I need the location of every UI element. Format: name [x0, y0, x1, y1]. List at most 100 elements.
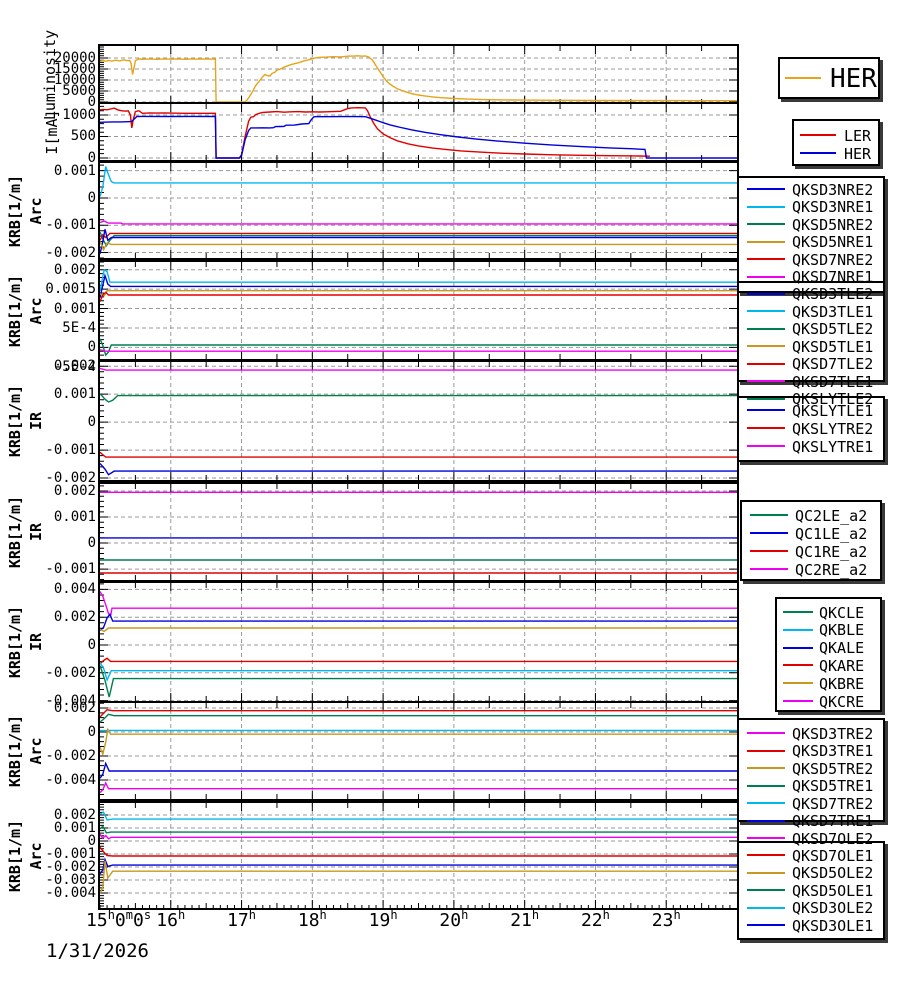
legend-label-HER: HER	[844, 144, 872, 163]
legend-swatch-QKSD7OLE2	[747, 837, 785, 839]
legend-label-QKSLYTLE2: QKSLYTLE2	[792, 390, 874, 408]
ytick-label-beam-current: 0	[87, 149, 96, 166]
legend-swatch-QKSD7OLE1	[747, 854, 785, 856]
ytick-label-krb-arc-ole: -0.002	[45, 859, 96, 875]
legend-swatch-QKSD3OLE2	[747, 906, 785, 909]
legend-swatch-QKSLYTLE2	[747, 397, 785, 400]
legend-swatch-HER	[785, 77, 821, 79]
legend-swatch-QKSD5TLE2	[747, 327, 785, 330]
legend-label-QKSD3TLE2: QKSD3TLE2	[792, 285, 874, 303]
legend-swatch-QC1LE_a2	[750, 532, 788, 534]
legend-swatch-QKSD7TRE1	[747, 819, 785, 822]
tick-marks	[100, 362, 737, 480]
series-QKSD3TRE1	[100, 709, 737, 718]
gridlines	[100, 104, 737, 160]
panel-krb-ir-qk	[98, 581, 739, 703]
legend-label-QC1LE_a2: QC1LE_a2	[795, 524, 868, 543]
ytick-label-krb-arc-nre: 0	[87, 189, 96, 206]
ytick-label-luminosity: 15000	[53, 60, 96, 77]
ytick-label-krb-arc-tle: 0.0015	[45, 281, 96, 298]
plot-area-krb-arc-tle	[100, 262, 737, 359]
series-HER	[100, 55, 737, 103]
x-tick-label-23: 23h	[651, 908, 681, 931]
ytick-label-krb-arc-tle: 0	[87, 339, 96, 356]
gridlines	[100, 703, 737, 799]
series-QKSD7NRE1	[100, 220, 737, 225]
plot-area-krb-arc-tre	[100, 703, 737, 799]
series-QKSD5TRE1	[100, 713, 737, 723]
ytick-label-krb-arc-nre: -0.002	[45, 244, 96, 261]
legend-label-QKALE: QKALE	[819, 639, 865, 658]
legend-label-QKSD5TRE2: QKSD5TRE2	[792, 759, 874, 778]
ytick-label-luminosity: 20000	[53, 49, 96, 66]
legend-swatch-QKSD5NRE2	[747, 223, 785, 225]
legend-label-QC2LE_a2: QC2LE_a2	[795, 506, 868, 525]
legend-label-QKSD5TLE1: QKSD5TLE1	[792, 337, 874, 356]
legend-swatch-LER	[800, 134, 836, 136]
series-QKSLYTRE2	[100, 451, 737, 458]
legend-label-QC2RE_a2: QC2RE_a2	[795, 560, 868, 579]
series-QKSD5NRE1	[100, 241, 737, 252]
plot-area-krb-arc-ole	[100, 803, 737, 908]
legend-label-QKSD3TRE2: QKSD3TRE2	[792, 724, 874, 743]
gridlines	[100, 583, 737, 701]
ytick-label-krb-arc-ole: 0.002	[53, 806, 96, 823]
legend-swatch-QKSD3TLE2	[747, 292, 785, 295]
x-tick-label-22: 22h	[580, 908, 610, 931]
ytick-label-krb-ir-qk: 0	[87, 636, 96, 653]
ytick-label-krb-arc-tre: -0.002	[45, 748, 96, 765]
plot-area-krb-ir-sly	[100, 362, 737, 480]
series-QKARE	[100, 657, 737, 665]
legend-label-QKSD7TRE1: QKSD7TRE1	[792, 812, 874, 830]
legend-swatch-QKSD5OLE2	[747, 871, 785, 874]
x-tick-label-19: 19h	[368, 908, 398, 931]
ytick-label-krb-arc-tre: 0.002	[53, 700, 96, 717]
ytick-label-luminosity: 0	[87, 93, 96, 110]
legend-swatch-QKSD3OLE1	[747, 924, 785, 926]
legend-swatch-QKBRE	[783, 682, 813, 685]
ytick-label-krb-ir-qk: -0.004	[45, 692, 96, 709]
legend-swatch-QKSD7NRE2	[747, 258, 785, 260]
legend-swatch-QKSD3NRE1	[747, 205, 785, 208]
plot-area-krb-arc-nre	[100, 163, 737, 258]
series-QKCLE	[100, 665, 737, 698]
tick-marks	[100, 104, 737, 160]
series-QKSD3NRE1	[100, 166, 737, 197]
series-QKSD5OLE2	[100, 860, 737, 894]
ytick-label-krb-ir-sly: 0.001	[53, 386, 96, 403]
date-label: 1/31/2026	[46, 940, 149, 962]
series-QKSD3NRE2	[100, 229, 737, 255]
legend-label-QKSD7TRE2: QKSD7TRE2	[792, 794, 874, 813]
legend-label-QKSLYTLE1: QKSLYTLE1	[792, 401, 874, 420]
legend-swatch-QKSD5TRE2	[747, 767, 785, 769]
panel-beam-current	[98, 102, 739, 162]
x-tick-label-21: 21h	[510, 908, 540, 931]
plot-area-krb-ir-qk	[100, 583, 737, 701]
legend-label-QKSD5OLE1: QKSD5OLE1	[792, 881, 874, 900]
series-QKSD7NRE2	[100, 232, 737, 241]
legend-label-HER: HER	[830, 64, 877, 94]
legend-swatch-QKSD3TLE1	[747, 310, 785, 312]
series-QKSD5NRE2	[100, 231, 737, 248]
series-QKSD5OLE1	[100, 825, 737, 834]
legend-swatch-QKSD3TRE1	[747, 749, 785, 752]
legend-label-QKCLE: QKCLE	[819, 603, 865, 622]
legend-label-QKBLE: QKBLE	[819, 621, 865, 640]
legend-label-QKSD7TLE2: QKSD7TLE2	[792, 355, 874, 373]
series-QKSD3OLE1	[100, 857, 737, 875]
tick-marks	[100, 803, 737, 908]
ytick-label-krb-arc-ole: -0.003	[45, 872, 96, 889]
plot-area-krb-ir-qc	[100, 484, 737, 580]
ytick-label-krb-arc-tre: 0	[87, 724, 96, 741]
series-QKSD7OLE2	[100, 833, 737, 840]
legend-swatch-QKSD5NRE1	[747, 240, 785, 243]
panel-krb-ir-qc	[98, 482, 739, 582]
ytick-label-luminosity: 5000	[62, 82, 96, 99]
ytick-label-krb-ir-qk: 0.002	[53, 609, 96, 626]
y-axis-label-beam-current-0: I[mA]	[43, 109, 61, 155]
legend-label-QKSD7TLE1: QKSD7TLE1	[792, 372, 874, 391]
panel-krb-arc-ole	[98, 801, 739, 910]
legend-swatch-QKSD3TRE2	[747, 732, 785, 734]
y-axis-label-krb-arc-ole-0: KRB[1/m]	[6, 819, 24, 892]
legend-label-QKSD5TLE2: QKSD5TLE2	[792, 320, 874, 338]
